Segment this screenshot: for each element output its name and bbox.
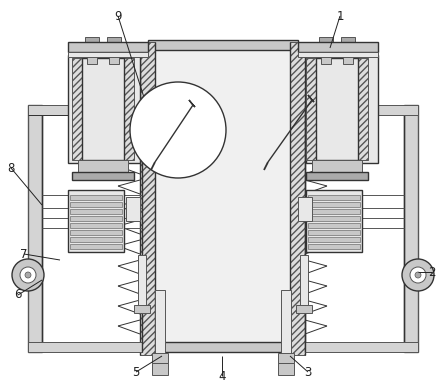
Bar bbox=[70, 237, 122, 242]
Bar bbox=[308, 223, 360, 228]
Bar bbox=[70, 195, 122, 200]
Bar bbox=[321, 42, 331, 64]
Circle shape bbox=[402, 259, 434, 291]
Bar bbox=[68, 190, 124, 252]
Bar bbox=[126, 197, 140, 221]
Bar bbox=[278, 353, 294, 363]
Bar bbox=[308, 202, 360, 207]
Bar bbox=[72, 172, 134, 180]
Bar bbox=[306, 172, 368, 180]
Circle shape bbox=[20, 267, 36, 283]
Bar bbox=[68, 55, 140, 163]
Text: 4: 4 bbox=[218, 369, 226, 383]
Text: 8: 8 bbox=[8, 161, 15, 175]
Bar bbox=[306, 190, 362, 252]
Polygon shape bbox=[189, 100, 195, 107]
Bar bbox=[296, 305, 312, 313]
Bar bbox=[358, 58, 368, 160]
Bar bbox=[107, 37, 121, 45]
Bar bbox=[70, 230, 122, 235]
Bar bbox=[124, 58, 134, 160]
Bar bbox=[316, 58, 358, 160]
Bar bbox=[68, 52, 148, 57]
Bar bbox=[148, 40, 298, 50]
Bar bbox=[134, 305, 150, 313]
Bar bbox=[155, 290, 165, 355]
Bar bbox=[70, 223, 122, 228]
Bar bbox=[305, 342, 418, 352]
Bar bbox=[306, 58, 316, 160]
Bar bbox=[70, 202, 122, 207]
Bar bbox=[290, 42, 305, 355]
Bar bbox=[109, 42, 119, 64]
Text: 2: 2 bbox=[428, 265, 436, 279]
Bar bbox=[68, 42, 148, 52]
Text: 1: 1 bbox=[336, 9, 344, 23]
Bar bbox=[152, 353, 168, 363]
Bar bbox=[343, 42, 353, 64]
Bar bbox=[341, 37, 355, 45]
Bar bbox=[300, 255, 308, 307]
Circle shape bbox=[410, 267, 426, 283]
Bar bbox=[281, 290, 291, 355]
Bar bbox=[308, 230, 360, 235]
Bar bbox=[70, 216, 122, 221]
Bar bbox=[298, 197, 312, 221]
Bar bbox=[72, 58, 82, 160]
Bar bbox=[308, 195, 360, 200]
Bar bbox=[78, 160, 128, 172]
Text: 3: 3 bbox=[304, 365, 312, 379]
Bar bbox=[85, 37, 99, 45]
Circle shape bbox=[12, 259, 44, 291]
Bar bbox=[140, 42, 155, 355]
Bar bbox=[70, 244, 122, 249]
Bar bbox=[298, 52, 378, 57]
Bar bbox=[28, 105, 42, 352]
Text: 6: 6 bbox=[14, 289, 22, 301]
Circle shape bbox=[130, 82, 226, 178]
Bar bbox=[148, 42, 298, 350]
Bar bbox=[306, 55, 378, 163]
Circle shape bbox=[415, 272, 421, 278]
Bar bbox=[278, 363, 294, 375]
Bar bbox=[28, 342, 142, 352]
Bar bbox=[308, 216, 360, 221]
Bar bbox=[404, 105, 418, 352]
Bar bbox=[308, 244, 360, 249]
Bar bbox=[152, 363, 168, 375]
Bar bbox=[82, 58, 124, 160]
Circle shape bbox=[25, 272, 31, 278]
Polygon shape bbox=[308, 95, 314, 102]
Bar bbox=[312, 160, 362, 172]
Bar bbox=[28, 105, 142, 115]
Bar bbox=[319, 37, 333, 45]
Bar bbox=[138, 255, 146, 307]
Text: 9: 9 bbox=[114, 9, 122, 23]
Bar bbox=[298, 42, 378, 52]
Bar bbox=[308, 209, 360, 214]
Text: 7: 7 bbox=[20, 248, 28, 260]
Text: 5: 5 bbox=[132, 365, 140, 379]
Bar bbox=[305, 105, 418, 115]
Bar bbox=[87, 42, 97, 64]
Bar bbox=[308, 237, 360, 242]
Bar bbox=[148, 342, 298, 352]
Bar bbox=[70, 209, 122, 214]
